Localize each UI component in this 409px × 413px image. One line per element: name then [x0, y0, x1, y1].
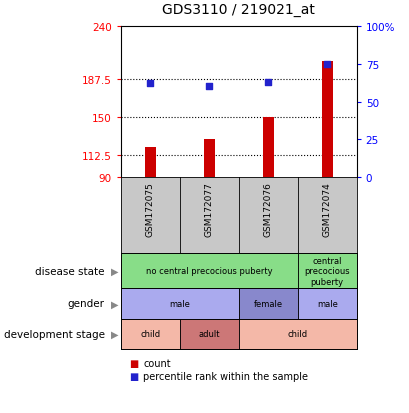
Text: male: male: [316, 299, 337, 308]
Text: ▶: ▶: [111, 329, 119, 339]
Bar: [121, 319, 180, 349]
Point: [264, 79, 271, 86]
Text: GDS3110 / 219021_at: GDS3110 / 219021_at: [162, 2, 315, 17]
Bar: [321, 62, 332, 178]
Bar: [121, 289, 238, 319]
Text: child: child: [287, 330, 307, 338]
Text: male: male: [169, 299, 190, 308]
Text: development stage: development stage: [4, 329, 104, 339]
Point: [147, 81, 153, 88]
Text: disease state: disease state: [35, 266, 104, 276]
Point: [323, 61, 330, 68]
Text: adult: adult: [198, 330, 220, 338]
Text: child: child: [140, 330, 160, 338]
Bar: [262, 117, 273, 178]
Text: ■: ■: [129, 371, 138, 381]
Bar: [297, 253, 356, 289]
Text: GSM172075: GSM172075: [146, 182, 155, 236]
Text: central
precocious
puberty: central precocious puberty: [303, 256, 349, 286]
Text: count: count: [143, 358, 171, 368]
Text: ■: ■: [129, 358, 138, 368]
Text: percentile rank within the sample: percentile rank within the sample: [143, 371, 308, 381]
Bar: [145, 148, 155, 178]
Text: ▶: ▶: [111, 266, 119, 276]
Bar: [297, 289, 356, 319]
Bar: [121, 253, 297, 289]
Bar: [180, 319, 238, 349]
Bar: [238, 319, 356, 349]
Bar: [204, 140, 214, 178]
Text: no central precocious puberty: no central precocious puberty: [146, 266, 272, 275]
Point: [206, 84, 212, 90]
Text: GSM172074: GSM172074: [322, 182, 331, 236]
Text: ▶: ▶: [111, 299, 119, 309]
Text: gender: gender: [67, 299, 104, 309]
Bar: [238, 289, 297, 319]
Text: GSM172077: GSM172077: [204, 182, 213, 236]
Text: female: female: [253, 299, 282, 308]
Text: GSM172076: GSM172076: [263, 182, 272, 236]
